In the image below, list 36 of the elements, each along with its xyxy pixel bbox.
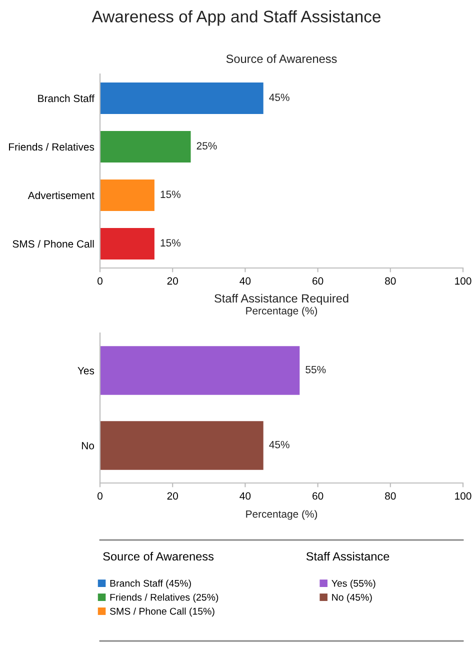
x-tick-label: 80 <box>385 492 396 500</box>
legend-title: Source of Awareness <box>103 552 214 561</box>
legend-label: Yes (55%) <box>332 580 376 589</box>
chart-title: Staff Assistance Required <box>214 294 348 305</box>
x-tick-label: 60 <box>312 492 324 500</box>
x-tick-label: 100 <box>455 277 472 285</box>
chart-title: Awareness of App and Staff Assistance <box>92 10 380 26</box>
x-tick-label: 20 <box>167 277 178 285</box>
data-label: 15% <box>160 190 180 198</box>
data-label: 15% <box>160 239 180 247</box>
data-label: 45% <box>269 440 290 448</box>
y-tick-label: Advertisement <box>28 191 94 200</box>
x-tick-label: 40 <box>240 492 251 500</box>
x-tick-label: 0 <box>98 277 102 285</box>
legend-label: Branch Staff (45%) <box>110 580 191 589</box>
x-tick-label: 80 <box>385 277 396 285</box>
y-tick-label: Friends / Relatives <box>9 142 94 151</box>
x-tick-label: 0 <box>98 492 102 500</box>
data-label: 25% <box>196 142 217 150</box>
y-tick-label: No <box>82 442 94 450</box>
x-axis-title: Percentage (%) <box>246 306 318 317</box>
legend-label: Friends / Relatives (25%) <box>110 594 218 603</box>
chart-subtitle: Source of Awareness <box>226 54 337 64</box>
y-tick-label: Yes <box>78 367 94 374</box>
data-label: 55% <box>306 366 326 374</box>
x-tick-label: 40 <box>240 277 251 285</box>
x-tick-label: 20 <box>167 492 178 500</box>
legend-label: No (45%) <box>332 594 372 603</box>
x-axis-title: Percentage (%) <box>246 510 318 520</box>
legend-title: Staff Assistance <box>306 552 390 561</box>
legend-label: SMS / Phone Call (15%) <box>110 608 214 617</box>
data-label: 45% <box>269 94 290 102</box>
x-tick-label: 60 <box>312 277 324 285</box>
y-tick-label: SMS / Phone Call <box>12 240 94 248</box>
x-tick-label: 100 <box>455 492 472 500</box>
y-tick-label: Branch Staff <box>38 94 94 102</box>
